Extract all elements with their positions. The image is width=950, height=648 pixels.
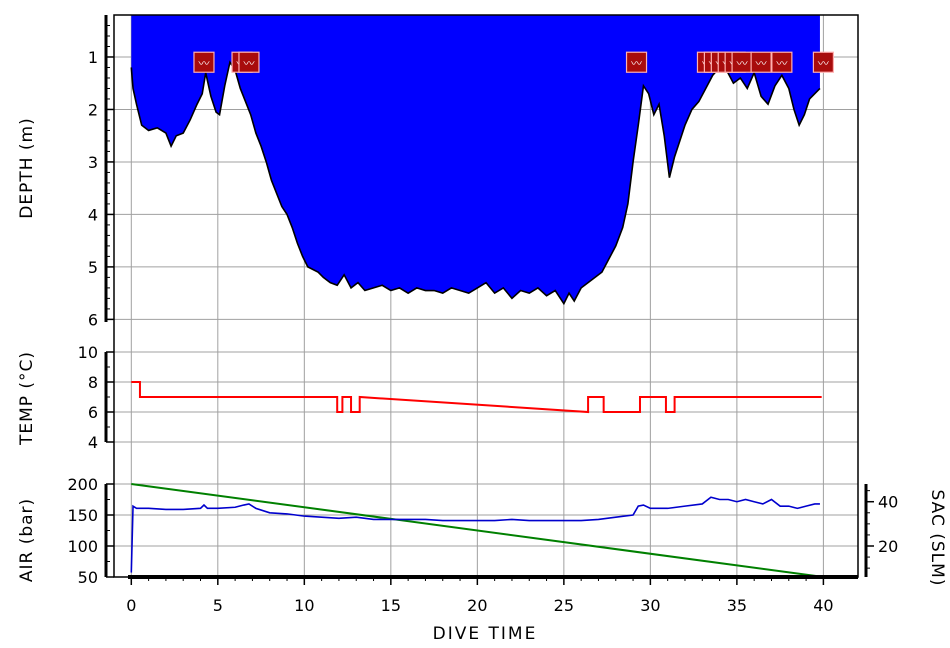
- air-tick-label: 50: [78, 568, 98, 587]
- event-markers: 〰〰〰〰〰〰〰〰〰〰〰〰〰: [193, 51, 834, 73]
- event-marker-box: [625, 51, 648, 73]
- event-marker-glyph: 〰: [818, 57, 829, 70]
- depth-tick-label: 1: [88, 48, 98, 67]
- air-axis-label: AIR (bar): [17, 498, 37, 582]
- depth-tick-label: 3: [88, 153, 98, 172]
- temperature-line: [131, 381, 822, 414]
- event-marker: 〰: [731, 51, 753, 73]
- event-marker: 〰: [193, 51, 215, 73]
- event-marker: 〰: [812, 51, 834, 73]
- event-marker-glyph: 〰: [756, 57, 767, 70]
- air-pressure-line: [131, 483, 824, 578]
- event-marker-glyph: 〰: [243, 57, 254, 70]
- temperature-tick-label: 4: [88, 433, 98, 452]
- temperature-tick-label: 8: [88, 373, 98, 392]
- x-tick-label: 0: [126, 596, 136, 615]
- x-tick-label: 35: [727, 596, 747, 615]
- air-tick-label: 200: [67, 475, 98, 494]
- event-marker-glyph: 〰: [631, 57, 642, 70]
- x-tick-label: 15: [381, 596, 401, 615]
- depth-tick-label: 5: [88, 258, 98, 277]
- event-marker: 〰: [750, 51, 772, 73]
- event-marker-box: [771, 51, 793, 73]
- sac-tick-label: 20: [878, 537, 898, 556]
- event-marker-box: [238, 51, 260, 73]
- axes: 1 2 3 4 5 6 4 6 8 10 50 100 150 200 20 40 0 5 10 15 20 25 30 35…: [67, 14, 898, 615]
- sac-axis-label: SAC (SLM): [927, 490, 947, 587]
- event-marker: 〰: [238, 51, 260, 73]
- temperature-axis-label: TEMP (°C): [17, 351, 37, 446]
- x-tick-label: 25: [554, 596, 574, 615]
- depth-area: [131, 15, 820, 304]
- event-marker-box: [750, 51, 772, 73]
- event-marker-glyph: 〰: [776, 57, 787, 70]
- temperature-panel: [131, 381, 822, 414]
- air-tick-label: 100: [67, 537, 98, 556]
- event-marker: 〰: [625, 51, 648, 73]
- x-tick-label: 20: [467, 596, 487, 615]
- x-tick-label: 10: [294, 596, 314, 615]
- event-marker: 〰: [771, 51, 793, 73]
- temperature-tick-label: 10: [78, 343, 98, 362]
- depth-axis-label: DEPTH (m): [17, 117, 37, 218]
- event-marker-box: [193, 51, 215, 73]
- x-tick-label: 40: [813, 596, 833, 615]
- event-marker-box: [812, 51, 834, 73]
- air-tick-label: 150: [67, 506, 98, 525]
- sac-line: [130, 496, 820, 573]
- x-tick-label: 30: [640, 596, 660, 615]
- x-axis-label: DIVE TIME: [433, 624, 538, 644]
- sac-tick-label: 40: [878, 493, 898, 512]
- event-marker-glyph: 〰: [737, 57, 748, 70]
- depth-panel: [130, 15, 821, 306]
- depth-tick-label: 2: [88, 100, 98, 119]
- depth-tick-label: 4: [88, 205, 98, 224]
- air-panel: [130, 483, 824, 578]
- depth-profile-line: [130, 60, 821, 306]
- x-tick-label: 5: [213, 596, 223, 615]
- depth-tick-label: 6: [88, 310, 98, 329]
- temperature-tick-label: 6: [88, 403, 98, 422]
- event-marker-glyph: 〰: [198, 57, 209, 70]
